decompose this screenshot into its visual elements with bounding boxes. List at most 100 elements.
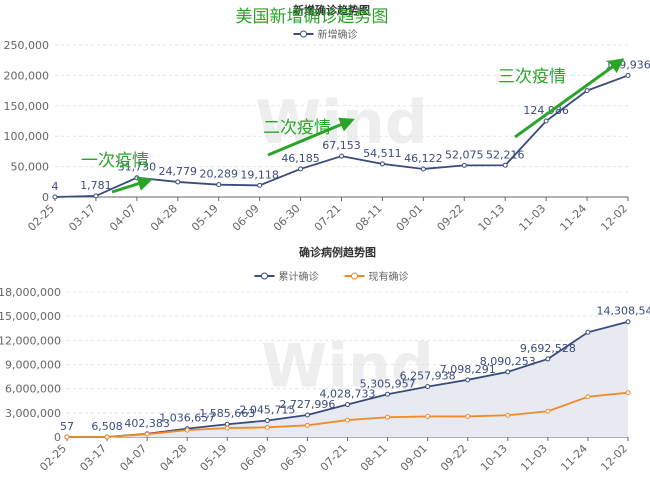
data-label: 2,045,715 [239, 404, 295, 417]
point [93, 193, 99, 199]
x-tick-label: 09-01 [398, 442, 430, 474]
x-tick-label: 03-17 [77, 442, 109, 474]
y-tick-label: 100,000 [4, 130, 50, 143]
x-tick-label: 04-07 [117, 442, 149, 474]
x-tick-label: 12-02 [598, 202, 630, 234]
legend-dot [261, 272, 268, 280]
y-tick-label: 0 [54, 431, 61, 444]
x-tick-label: 07-21 [312, 202, 344, 234]
data-label: 46,122 [404, 152, 443, 165]
point [345, 417, 350, 423]
x-tick-label: 11-03 [516, 202, 548, 234]
y-tick-label: 15,000,000 [0, 310, 61, 323]
data-label: 5,305,957 [360, 377, 416, 390]
data-label: 9,692,528 [520, 342, 576, 355]
x-tick-label: 09-22 [435, 202, 467, 234]
x-tick-label: 02-25 [25, 202, 57, 234]
point [175, 179, 181, 185]
point [298, 166, 304, 172]
point [345, 402, 350, 408]
data-label: 54,511 [363, 147, 402, 160]
x-tick-label: 09-22 [438, 442, 470, 474]
point [625, 390, 631, 396]
data-label: 57 [60, 420, 74, 433]
point [104, 434, 110, 440]
annotation: 二次疫情 [263, 118, 331, 138]
x-tick-label: 11-24 [557, 202, 589, 234]
x-tick-label: 04-07 [107, 202, 139, 234]
point [184, 427, 190, 433]
x-tick-label: 10-13 [478, 442, 510, 474]
point [545, 408, 551, 414]
data-label: 46,185 [281, 152, 320, 165]
point [134, 175, 140, 181]
x-tick-label: 08-11 [358, 442, 390, 474]
legend-label: 现有确诊 [369, 270, 409, 283]
annotation-arrow [514, 58, 625, 139]
x-tick-label: 09-01 [394, 202, 426, 234]
point [545, 356, 551, 362]
data-label: 1,781 [80, 179, 112, 192]
point [264, 424, 270, 430]
point [505, 369, 511, 375]
point [585, 394, 591, 400]
data-label: 20,289 [199, 168, 238, 181]
data-label: 6,508 [91, 420, 123, 433]
data-label: 52,075 [445, 148, 484, 161]
point [224, 421, 230, 427]
point [543, 118, 549, 124]
chart-title: 确诊病例趋势图 [299, 245, 376, 259]
data-label: 2,727,996 [279, 398, 335, 411]
data-label: 4,028,733 [320, 388, 376, 401]
x-tick-label: 07-21 [318, 442, 350, 474]
y-tick-label: 18,000,000 [0, 286, 61, 299]
data-label: 199,936 [605, 58, 650, 71]
annotation: 三次疫情 [498, 67, 566, 87]
point [385, 414, 391, 420]
data-label: 1,585,663 [199, 407, 255, 420]
overlay-title: 美国新增确诊趋势图 [236, 7, 389, 27]
point [425, 413, 431, 419]
annotation: 一次疫情 [81, 151, 149, 171]
point [144, 431, 150, 437]
point [425, 384, 431, 390]
point [264, 418, 270, 424]
point [224, 425, 230, 431]
annotation-arrow [267, 117, 355, 157]
x-tick-label: 11-24 [558, 442, 590, 474]
point [385, 391, 391, 397]
x-tick-label: 06-09 [238, 442, 270, 474]
y-tick-label: 9,000,000 [5, 359, 61, 372]
data-label: 52,216 [486, 148, 525, 161]
data-label: 402,383 [124, 417, 170, 430]
x-tick-label: 05-19 [198, 442, 230, 474]
x-tick-label: 10-13 [476, 202, 508, 234]
data-label: 8,090,253 [480, 355, 536, 368]
y-tick-label: 200,000 [4, 69, 50, 82]
y-tick-label: 0 [42, 191, 49, 204]
data-label: 67,153 [322, 139, 361, 152]
data-label: 19,118 [240, 168, 279, 181]
point [625, 319, 631, 325]
point [585, 329, 591, 335]
point [584, 88, 590, 94]
data-label: 31,730 [118, 161, 157, 174]
point [505, 412, 511, 418]
annotation-arrow [111, 176, 153, 194]
data-label: 7,098,291 [440, 363, 496, 376]
point [216, 182, 222, 188]
data-label: 14,308,540 [597, 305, 650, 318]
legend-label: 新增确诊 [318, 28, 358, 41]
point [257, 182, 263, 188]
legend-label: 累计确诊 [279, 270, 319, 283]
point [420, 166, 426, 172]
y-tick-label: 50,000 [11, 161, 50, 174]
area [67, 321, 628, 437]
x-tick-label: 06-09 [230, 202, 262, 234]
legend-dot [300, 30, 307, 38]
legend-dot [351, 272, 358, 280]
y-tick-label: 3,000,000 [5, 407, 61, 420]
x-tick-label: 08-11 [353, 202, 385, 234]
data-label: 6,257,938 [400, 370, 456, 383]
